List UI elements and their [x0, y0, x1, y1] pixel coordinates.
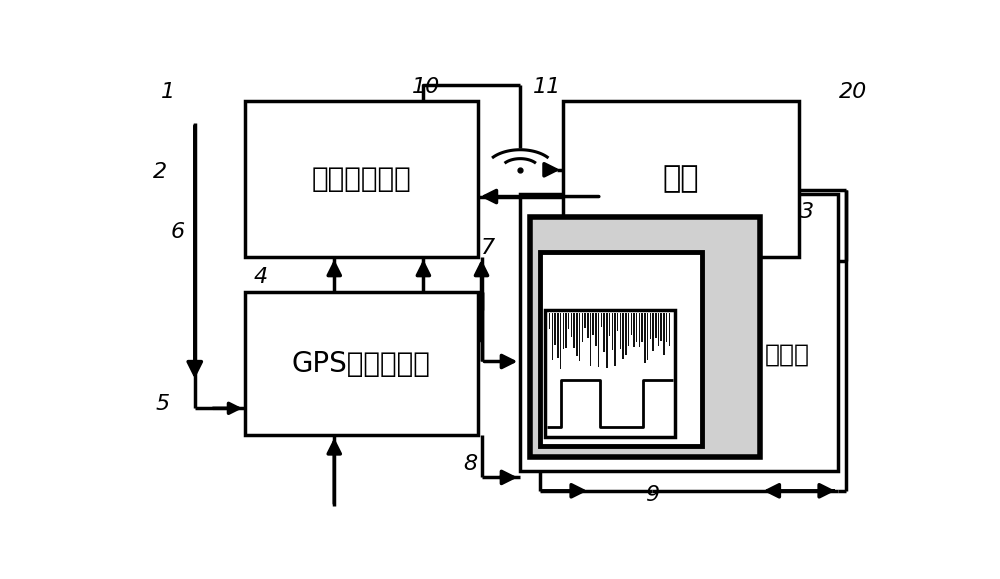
Text: 6: 6 [171, 222, 185, 242]
Bar [520, 195, 838, 471]
Bar [669, 313, 670, 346]
Bar [557, 313, 559, 358]
Bar [617, 313, 618, 331]
Bar [598, 313, 599, 367]
Bar [650, 313, 651, 339]
Text: 3: 3 [800, 202, 814, 222]
Bar [582, 313, 583, 342]
Bar [595, 313, 597, 346]
Bar [587, 313, 589, 338]
Bar [592, 313, 594, 335]
Bar [631, 313, 632, 335]
Bar [658, 313, 659, 346]
Bar [660, 313, 662, 341]
Bar [579, 313, 580, 361]
Bar [545, 310, 675, 437]
Text: 示波器: 示波器 [765, 343, 810, 367]
Bar [560, 313, 561, 369]
Bar [655, 313, 657, 338]
Text: 5: 5 [155, 394, 169, 414]
Bar [584, 313, 586, 328]
Bar [530, 217, 760, 457]
Bar [633, 313, 635, 347]
Bar [590, 313, 591, 366]
Bar [576, 313, 578, 356]
Text: 20: 20 [839, 82, 868, 102]
Bar [663, 313, 665, 355]
Text: 1: 1 [161, 82, 175, 102]
Text: 8: 8 [463, 454, 477, 474]
Bar [554, 313, 556, 345]
Bar [601, 313, 602, 327]
Bar [565, 313, 567, 348]
Bar [603, 313, 605, 352]
Bar [563, 313, 564, 349]
Bar [639, 313, 640, 347]
Bar [620, 313, 621, 349]
Text: 控件: 控件 [663, 164, 699, 193]
Bar [644, 313, 646, 362]
Text: 10: 10 [412, 78, 440, 97]
Bar [245, 292, 478, 435]
Text: 单频网激励器: 单频网激励器 [312, 164, 411, 193]
Bar [606, 313, 608, 368]
Bar [622, 313, 624, 359]
Bar [628, 313, 629, 346]
Text: 9: 9 [645, 485, 659, 505]
Text: 2: 2 [153, 162, 167, 182]
Bar [568, 313, 569, 329]
Bar [552, 313, 553, 360]
Bar [540, 252, 702, 446]
Bar [652, 313, 654, 351]
Bar [666, 313, 667, 342]
Bar [612, 313, 613, 350]
Bar [636, 313, 637, 342]
Bar [609, 313, 610, 336]
Text: 11: 11 [533, 78, 562, 97]
Text: 4: 4 [254, 267, 268, 287]
Bar [563, 101, 799, 256]
Bar [571, 313, 572, 338]
Text: GPS，复用器等: GPS，复用器等 [292, 350, 431, 378]
Bar [641, 313, 643, 342]
Text: 7: 7 [481, 238, 495, 258]
Bar [625, 313, 627, 356]
Bar [647, 313, 648, 360]
Bar [573, 313, 575, 348]
Bar [245, 101, 478, 256]
Bar [549, 313, 550, 329]
Bar [614, 313, 616, 366]
